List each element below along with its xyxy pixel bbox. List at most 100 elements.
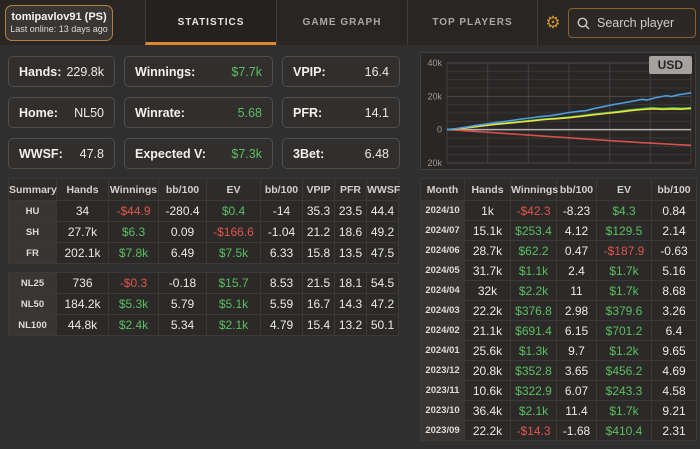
top-bar: tomipavlov91 (PS) Last online: 13 days a… — [0, 0, 700, 45]
cell: 15.1k — [464, 220, 511, 241]
cell: 15.8 — [302, 242, 335, 264]
cell: -0.18 — [158, 272, 207, 294]
cell: 23.5 — [334, 200, 367, 222]
cell: 16.7 — [302, 293, 335, 315]
cell: 3.26 — [651, 300, 697, 321]
col-header-bb-100: bb/100 — [158, 178, 207, 201]
cell: 21.5 — [302, 272, 335, 294]
month-row-2023-09: 2023/09 22.2k -$14.3 -1.68 $410.4 2.31 — [420, 420, 697, 441]
tab-top-players[interactable]: TOP PLAYERS — [407, 0, 538, 45]
y-axis-tick-label: 20k — [427, 158, 442, 168]
stat-value: 16.4 — [364, 64, 389, 79]
cell: 50.1 — [366, 314, 399, 336]
cell: 11 — [556, 280, 597, 301]
stat-label: WWSF: — [19, 146, 63, 161]
stat-value: $7.3k — [231, 146, 262, 161]
row-label: HU — [8, 200, 57, 222]
cell: 13.5 — [334, 242, 367, 264]
user-last-online: Last online: 13 days ago — [10, 24, 108, 34]
cell: 13.2 — [334, 314, 367, 336]
y-axis-tick-label: 20k — [427, 91, 442, 101]
cell: $691.4 — [510, 320, 557, 341]
tab-statistics[interactable]: STATISTICS — [145, 0, 276, 45]
table-block-gap — [8, 264, 399, 272]
stat-box-hands: Hands: 229.8k — [8, 56, 115, 87]
cell: 15.4 — [302, 314, 335, 336]
summary-row-fr: FR 202.1k $7.8k 6.49 $7.5k 6.33 15.8 13.5 47.5 — [8, 242, 399, 264]
cell: $129.5 — [596, 220, 652, 241]
cell: 47.2 — [366, 293, 399, 315]
stat-label: Winnings: — [135, 64, 196, 79]
cell: 21.2 — [302, 221, 335, 243]
tab-game-graph[interactable]: GAME GRAPH — [276, 0, 407, 45]
cell: 5.16 — [651, 260, 697, 281]
chart-series-red-line — [446, 128, 692, 147]
stat-box-winrate: Winrate: 5.68 — [124, 97, 273, 128]
stat-label: VPIP: — [293, 64, 326, 79]
cell: 11.4 — [556, 400, 597, 421]
cell: $1.7k — [596, 400, 652, 421]
cell: 9.7 — [556, 340, 597, 361]
col-header-ev: EV — [206, 178, 261, 201]
summary-row-nl100: NL100 44.8k $2.4k 5.34 $2.1k 4.79 15.4 13.2 50.1 — [8, 314, 399, 336]
row-label: 2024/03 — [420, 300, 465, 321]
cell: $6.3 — [108, 221, 159, 243]
cell: 0.47 — [556, 240, 597, 261]
cell: $1.1k — [510, 260, 557, 281]
row-label: FR — [8, 242, 57, 264]
currency-badge[interactable]: USD — [648, 56, 692, 74]
cell: 32k — [464, 280, 511, 301]
cell: 31.7k — [464, 260, 511, 281]
cell: -14 — [260, 200, 303, 222]
winnings-chart: 40k 20k 0 20k — [427, 58, 692, 168]
row-label: NL100 — [8, 314, 57, 336]
row-label: 2024/01 — [420, 340, 465, 361]
settings-gear-icon[interactable]: ⚙ — [545, 12, 561, 32]
cell: $456.2 — [596, 360, 652, 381]
cell: $2.1k — [206, 314, 261, 336]
col-header-hands: Hands — [56, 178, 109, 201]
cell: -$44.9 — [108, 200, 159, 222]
month-row-2024-05: 2024/05 31.7k $1.1k 2.4 $1.7k 5.16 — [420, 260, 697, 281]
cell: 4.12 — [556, 220, 597, 241]
cell: -1.04 — [260, 221, 303, 243]
cell: 9.65 — [651, 340, 697, 361]
col-header-vpip: VPIP — [302, 178, 335, 201]
winnings-chart-panel: 40k 20k 0 20k USD — [420, 52, 696, 170]
cell: 18.6 — [334, 221, 367, 243]
cell: 25.6k — [464, 340, 511, 361]
cell: 5.34 — [158, 314, 207, 336]
row-label: 2023/10 — [420, 400, 465, 421]
user-box[interactable]: tomipavlov91 (PS) Last online: 13 days a… — [5, 5, 113, 41]
cell: 22.2k — [464, 300, 511, 321]
month-row-2024-10: 2024/10 1k -$42.3 -8.23 $4.3 0.84 — [420, 200, 697, 221]
cell: $1.2k — [596, 340, 652, 361]
search-input[interactable] — [597, 16, 687, 30]
summary-table: Summary Hands Winnings bb/100 EV bb/100 VPIP PF… — [8, 178, 400, 336]
row-label: NL25 — [8, 272, 57, 294]
search-box[interactable] — [568, 8, 696, 38]
cell: -$187.9 — [596, 240, 652, 261]
stat-value: 229.8k — [66, 64, 104, 79]
cell: $376.8 — [510, 300, 557, 321]
cell: 18.1 — [334, 272, 367, 294]
cell: $322.9 — [510, 380, 557, 401]
cell: 6.15 — [556, 320, 597, 341]
cell: 3.65 — [556, 360, 597, 381]
row-label: 2024/07 — [420, 220, 465, 241]
cell: 2.31 — [651, 420, 697, 441]
cell: $7.5k — [206, 242, 261, 264]
cell: $62.2 — [510, 240, 557, 261]
search-icon — [577, 17, 590, 29]
cell: 8.53 — [260, 272, 303, 294]
row-label: NL50 — [8, 293, 57, 315]
cell: $2.4k — [108, 314, 159, 336]
cell: -8.23 — [556, 200, 597, 221]
col-header-ev: EV — [596, 178, 652, 201]
cell: 2.98 — [556, 300, 597, 321]
cell: -$42.3 — [510, 200, 557, 221]
stat-label: Expected V: — [135, 146, 206, 161]
cell: $7.8k — [108, 242, 159, 264]
chart-series-yellow-line — [446, 107, 692, 131]
